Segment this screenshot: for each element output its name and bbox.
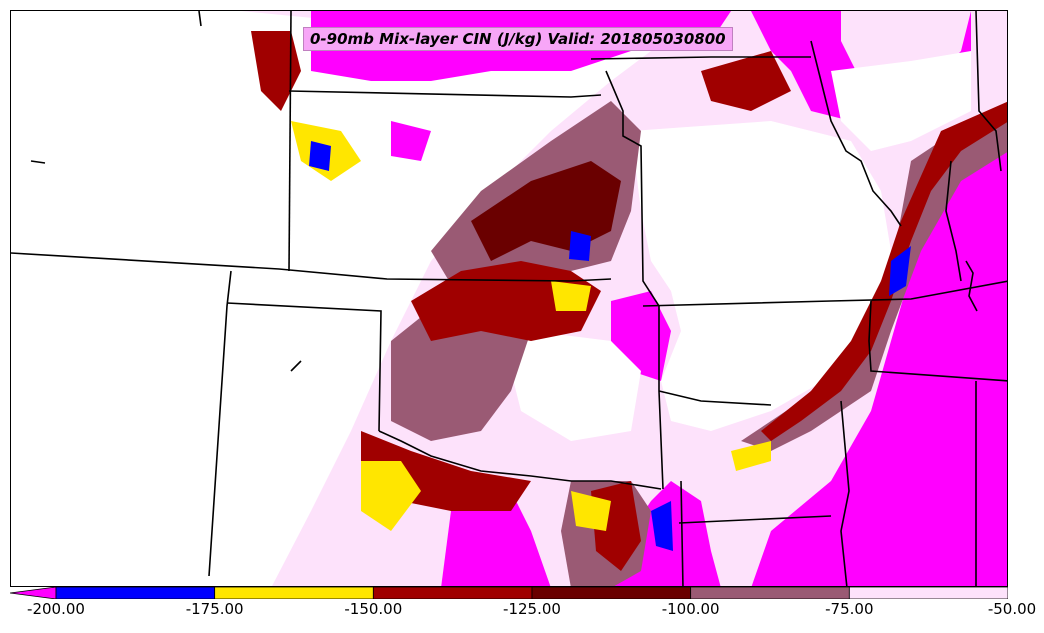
colorbar-tick-label: -100.00: [661, 600, 720, 618]
state-borders: [11, 11, 1007, 586]
colorbar-tick-label: -75.00: [825, 600, 874, 618]
cin-contour-region: [741, 111, 1007, 451]
cin-contour-region: [751, 103, 1007, 586]
colorbar-tick-label: -50.00: [987, 600, 1037, 618]
colorbar-tick-label: -125.00: [503, 600, 561, 618]
cin-contour-region: [309, 141, 331, 171]
cin-contour-region: [571, 491, 611, 531]
cin-contour-region: [251, 31, 301, 111]
cin-contour-region: [361, 461, 421, 531]
colorbar-bin: [214, 587, 374, 599]
cin-contour-region: [701, 51, 791, 111]
map-panel: 0-90mb Mix-layer CIN (J/kg) Valid: 20180…: [10, 10, 1008, 587]
cin-contour-region: [441, 491, 551, 586]
cin-contour-region: [731, 441, 771, 471]
colorbar-bin: [690, 587, 850, 599]
cin-contour-region: [761, 101, 1007, 441]
colorbar-bin: [848, 587, 1008, 599]
cin-contour-region: [551, 281, 591, 311]
colorbar-tick-label: -150.00: [344, 600, 403, 618]
cin-contour-region: [569, 231, 591, 261]
cin-contour-region: [889, 246, 911, 296]
colorbar-bin: [531, 587, 692, 599]
cin-contour-region: [651, 501, 673, 551]
cin-contour-fills: [241, 11, 1007, 586]
colorbar-underflow-arrow: [10, 587, 57, 599]
map-title: 0-90mb Mix-layer CIN (J/kg) Valid: 20180…: [303, 27, 733, 51]
cin-contour-region: [391, 121, 431, 161]
cin-field-map: [11, 11, 1007, 586]
colorbar-bin: [372, 587, 533, 599]
cin-contour-region: [511, 331, 641, 441]
cin-contour-region: [831, 51, 971, 151]
colorbar: [10, 587, 1008, 599]
colorbar-tick-label: -175.00: [185, 600, 244, 618]
cin-contour-region: [631, 121, 891, 431]
colorbar-bin: [55, 587, 216, 599]
colorbar-tick-label: -200.00: [27, 600, 85, 618]
